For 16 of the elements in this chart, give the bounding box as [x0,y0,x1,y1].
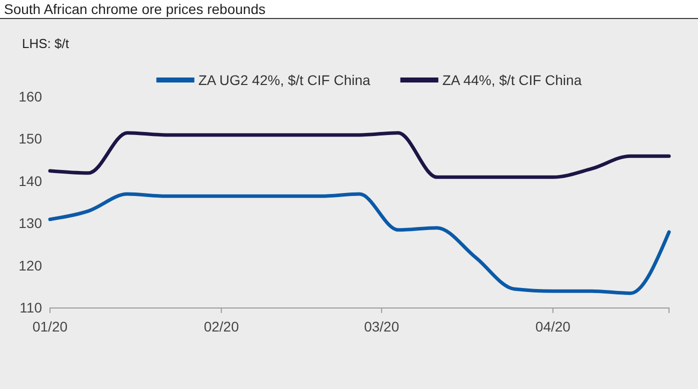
legend-label: ZA UG2 42%, $/t CIF China [198,72,371,88]
y-tick-label: 130 [18,215,42,232]
x-tick-label: 02/20 [204,318,240,334]
line-series [48,131,671,179]
x-tick-label: 01/20 [32,318,68,334]
x-tick-label: 03/20 [364,318,400,334]
y-tick-label: 160 [18,88,42,104]
y-tick-label: 150 [18,130,42,147]
legend-label: ZA 44%, $/t CIF China [442,72,582,88]
y-tick-label: 120 [18,257,42,274]
line-series [48,192,671,295]
text: LHS: $/t [22,36,70,51]
y-tick-label: 140 [18,172,42,189]
chart-title: South African chrome ore prices rebounds [4,1,266,17]
y-tick-label: 110 [20,299,42,316]
x-tick-label: 04/20 [535,318,571,334]
